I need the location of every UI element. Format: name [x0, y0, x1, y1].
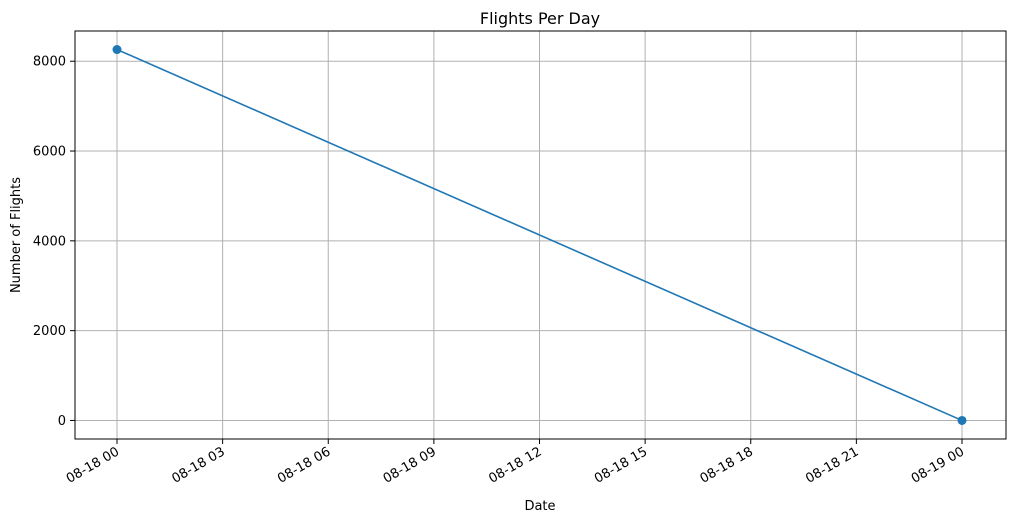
y-tick-label: 6000 [33, 145, 66, 160]
x-tick-label: 08-18 06 [275, 444, 333, 486]
x-tick-label: 08-19 00 [909, 444, 967, 486]
x-tick-label: 08-18 00 [64, 444, 122, 486]
data-point [112, 45, 122, 55]
series-layer [112, 45, 967, 425]
y-axis-label: Number of Flights [9, 177, 24, 293]
x-tick-label: 08-18 18 [698, 444, 756, 486]
series-line [116, 48, 963, 422]
y-tick-label: 2000 [33, 324, 66, 339]
grid-lines [75, 31, 1006, 439]
x-axis-label: Date [524, 499, 555, 514]
x-tick-label: 08-18 15 [592, 444, 650, 486]
chart-title: Flights Per Day [480, 9, 600, 28]
y-tick-label: 0 [58, 414, 66, 429]
x-tick-label: 08-18 09 [381, 444, 439, 486]
x-tick-label: 08-18 03 [170, 444, 228, 486]
data-point [957, 415, 967, 425]
y-tick-label: 8000 [33, 55, 66, 70]
y-tick-label: 4000 [33, 234, 66, 249]
plot-frame [74, 30, 1007, 440]
x-tick-label: 08-18 21 [803, 444, 861, 486]
x-tick-label: 08-18 12 [486, 444, 544, 486]
